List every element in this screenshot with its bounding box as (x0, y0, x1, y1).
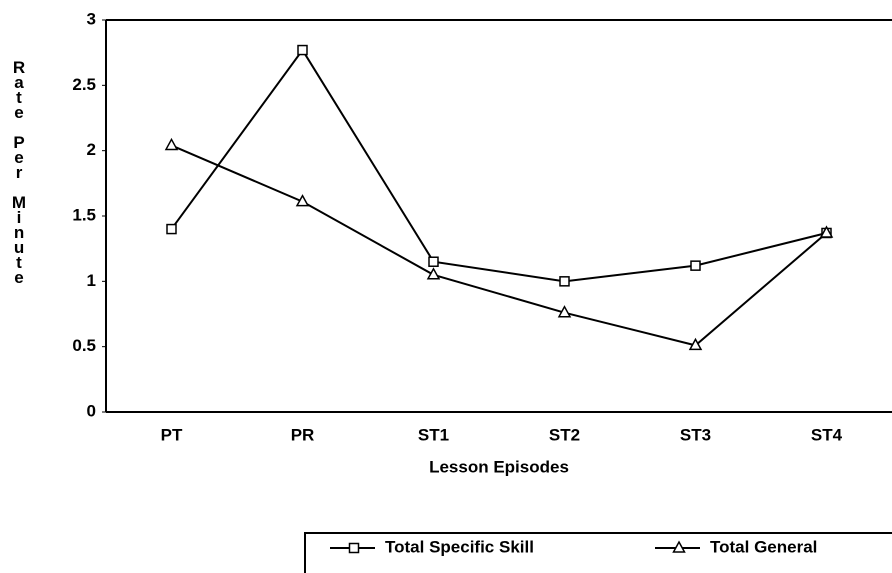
legend-box (304, 532, 892, 573)
y-tick-label: 1.5 (72, 205, 96, 224)
marker (559, 276, 570, 287)
x-tick-label: ST4 (811, 425, 843, 444)
marker (690, 260, 701, 271)
y-tick-label: 0 (87, 401, 96, 420)
marker (348, 542, 360, 554)
y-axis-label: Rate Per Minute (10, 58, 29, 283)
x-tick-label: ST1 (418, 425, 449, 444)
marker (166, 223, 177, 235)
series-line (171, 144, 828, 347)
legend-label: Total General (710, 537, 817, 556)
x-tick-label: PT (161, 425, 183, 444)
marker (295, 194, 310, 207)
marker (819, 225, 834, 238)
marker (672, 540, 686, 553)
legend-label: Total Specific Skill (385, 537, 534, 556)
y-tick-label: 3 (87, 9, 96, 28)
marker (426, 267, 441, 280)
y-tick-label: 1 (87, 271, 96, 290)
x-tick-label: ST2 (549, 425, 580, 444)
marker (428, 256, 439, 267)
x-axis-label: Lesson Episodes (429, 457, 569, 476)
x-tick-label: ST3 (680, 425, 711, 444)
marker (297, 44, 308, 56)
marker (164, 137, 179, 151)
y-tick-label: 2 (87, 140, 96, 159)
marker (557, 305, 572, 318)
y-tick-label: 0.5 (72, 336, 96, 355)
y-tick-label: 2.5 (72, 75, 96, 94)
series-line (170, 48, 827, 283)
marker (688, 337, 703, 351)
x-tick-label: PR (291, 425, 315, 444)
